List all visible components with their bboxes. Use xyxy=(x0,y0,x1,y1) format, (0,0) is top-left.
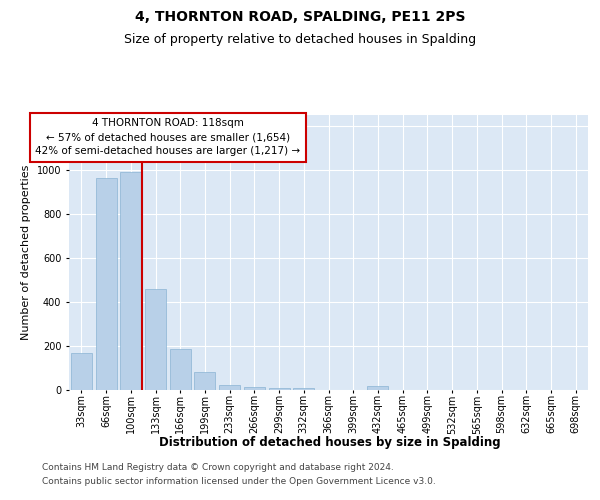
Bar xyxy=(293,388,314,390)
Bar xyxy=(194,372,215,390)
Bar xyxy=(120,172,141,390)
Bar xyxy=(244,386,265,390)
Bar xyxy=(71,352,92,390)
Bar xyxy=(145,289,166,390)
Text: Distribution of detached houses by size in Spalding: Distribution of detached houses by size … xyxy=(159,436,501,449)
Text: 4 THORNTON ROAD: 118sqm
← 57% of detached houses are smaller (1,654)
42% of semi: 4 THORNTON ROAD: 118sqm ← 57% of detache… xyxy=(35,118,301,156)
Bar xyxy=(269,388,290,390)
Bar xyxy=(170,350,191,390)
Text: Contains public sector information licensed under the Open Government Licence v3: Contains public sector information licen… xyxy=(42,477,436,486)
Bar xyxy=(367,386,388,390)
Text: Size of property relative to detached houses in Spalding: Size of property relative to detached ho… xyxy=(124,32,476,46)
Y-axis label: Number of detached properties: Number of detached properties xyxy=(21,165,31,340)
Text: Contains HM Land Registry data © Crown copyright and database right 2024.: Contains HM Land Registry data © Crown c… xyxy=(42,464,394,472)
Bar xyxy=(95,178,116,390)
Text: 4, THORNTON ROAD, SPALDING, PE11 2PS: 4, THORNTON ROAD, SPALDING, PE11 2PS xyxy=(135,10,465,24)
Bar xyxy=(219,385,240,390)
